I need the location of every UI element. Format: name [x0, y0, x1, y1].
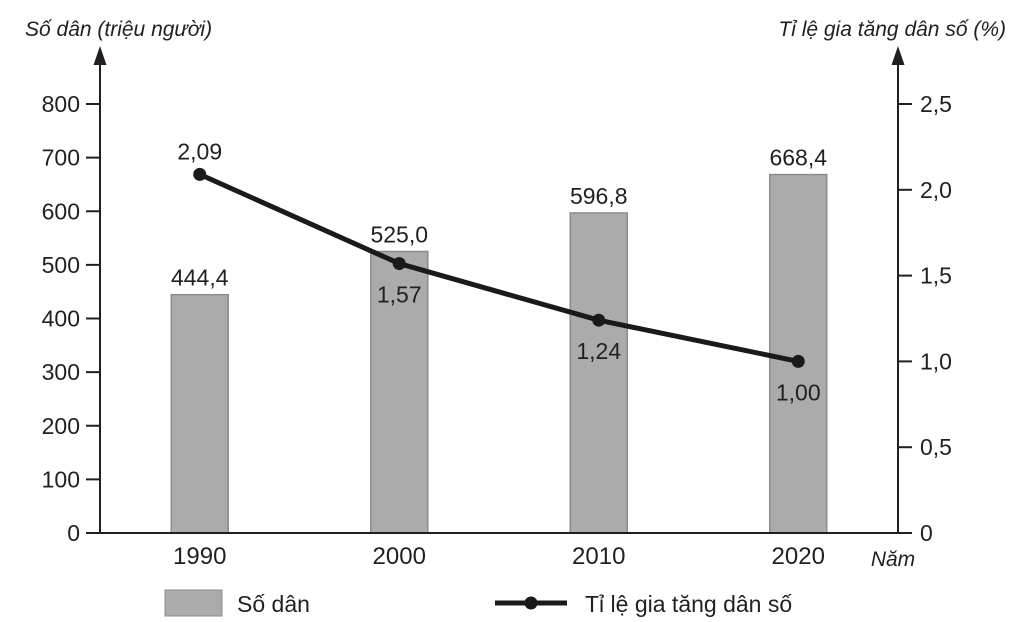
bar-value-label: 596,8: [570, 183, 628, 209]
legend: Số dân Tỉ lệ gia tăng dân số: [164, 589, 792, 617]
axes: [86, 46, 905, 534]
line-legend-marker-icon: [524, 596, 538, 610]
line-point-marker-icon: [193, 167, 207, 181]
x-axis-title: Năm: [871, 548, 915, 571]
right-tick-label: 2,5: [920, 91, 952, 117]
left-axis-title: Số dân (triệu người): [25, 18, 212, 41]
left-tick-label: 100: [42, 466, 80, 492]
right-tick-label: 0: [920, 520, 933, 546]
bar-2000: [370, 250, 429, 534]
bar-legend-swatch: [164, 589, 223, 617]
bar-series: [170, 173, 828, 534]
left-tick-label: 700: [42, 145, 80, 171]
bar-value-label: 525,0: [370, 221, 428, 247]
line-legend-label: Tỉ lệ gia tăng dân số: [585, 591, 792, 617]
bar-2020: [769, 173, 828, 534]
bar-value-label: 668,4: [769, 145, 827, 171]
growth-rate-line: [197, 171, 801, 364]
right-axis-title: Tỉ lệ gia tăng dân số (%): [778, 18, 1006, 41]
line-point-marker-icon: [392, 257, 406, 271]
line-value-label: 1,57: [377, 282, 422, 308]
right-axis-arrow-icon: [891, 46, 905, 65]
bar-legend-label: Số dân: [237, 591, 310, 617]
line-value-label: 1,00: [776, 379, 821, 405]
left-tick-label: 200: [42, 413, 80, 439]
left-axis-arrow-icon: [93, 46, 107, 65]
right-tick-label: 0,5: [920, 434, 952, 460]
line-point-marker-icon: [791, 354, 805, 368]
left-tick-label: 300: [42, 359, 80, 385]
category-label: 2000: [373, 543, 426, 570]
left-tick-label: 400: [42, 306, 80, 332]
category-label: 1990: [173, 543, 226, 570]
line-value-label: 1,24: [576, 338, 621, 364]
category-label: 2010: [572, 543, 625, 570]
category-label: 2020: [772, 543, 825, 570]
bar-1990: [170, 293, 229, 534]
right-tick-label: 2,0: [920, 177, 952, 203]
right-tick-label: 1,5: [920, 263, 952, 289]
bar-value-label: 444,4: [171, 265, 229, 291]
line-point-marker-icon: [592, 313, 606, 327]
right-axis-ticks: 0 0,5 1,0 1,5 2,0 2,5: [898, 91, 952, 546]
right-tick-label: 1,0: [920, 348, 952, 374]
left-tick-label: 500: [42, 252, 80, 278]
line-value-label: 2,09: [177, 138, 222, 164]
left-tick-label: 0: [67, 520, 80, 546]
left-tick-label: 800: [42, 91, 80, 117]
left-axis-ticks: 0 100 200 300 400 500 600 700 800: [42, 91, 100, 546]
left-tick-label: 600: [42, 198, 80, 224]
line-series: [193, 167, 805, 368]
bar-2010: [569, 212, 628, 534]
data-labels: 444,4 1990 525,0 2000 596,8 2010 668,4 2020 2,09…: [171, 138, 827, 570]
